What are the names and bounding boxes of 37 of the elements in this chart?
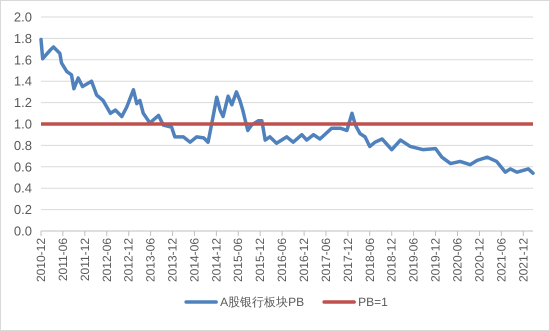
- y-tick-label: 0.6: [14, 159, 32, 174]
- x-tick-label: 2019-12: [428, 238, 443, 282]
- line-series: [39, 38, 535, 175]
- x-tick-label: 2012-12: [122, 238, 136, 282]
- y-tick-label: 1.8: [14, 30, 32, 46]
- y-tick-label: 1.6: [14, 52, 32, 68]
- x-tick-label: 2017-12: [340, 238, 355, 282]
- x-tick-label: 2018-12: [384, 238, 399, 282]
- x-tick-label: 2011-12: [78, 238, 92, 282]
- x-tick-label: 2015-06: [231, 238, 246, 282]
- x-tick-label: 2021-06: [494, 238, 508, 282]
- x-tick-label: 2014-06: [187, 238, 202, 282]
- legend-label: A股银行板块PB: [220, 295, 304, 309]
- y-tick-label: 0.0: [14, 224, 32, 238]
- y-tick-label: 1.4: [14, 74, 32, 89]
- y-tick-label: 0.4: [14, 180, 32, 196]
- legend-label: PB=1: [358, 295, 388, 309]
- y-tick-label: 1.0: [14, 116, 32, 132]
- x-tick-label: 2013-06: [144, 238, 158, 282]
- x-tick-label: 2020-12: [472, 238, 486, 282]
- x-tick-label: 2019-06: [406, 238, 421, 282]
- x-tick-label: 2018-06: [362, 238, 377, 282]
- x-tick-label: 2010-12: [34, 238, 48, 282]
- x-tick-label: 2017-06: [318, 238, 333, 282]
- y-tick-label: 1.2: [14, 95, 32, 110]
- x-tick-label: 2014-12: [209, 238, 224, 282]
- x-tick-label: 2021-12: [516, 238, 530, 282]
- x-tick-label: 2015-12: [253, 238, 268, 282]
- x-tick-label: 2011-06: [56, 238, 70, 282]
- y-tick-label: 0.8: [14, 138, 32, 153]
- x-tick-label: 2020-06: [450, 238, 464, 282]
- y-tick-label: 2.0: [14, 10, 32, 24]
- x-tick-label: 2016-12: [297, 238, 312, 282]
- y-tick-label: 0.2: [14, 202, 32, 218]
- x-tick-label: 2013-12: [166, 238, 180, 282]
- x-tick-label: 2016-06: [275, 238, 290, 282]
- x-tick-label: 2012-06: [100, 238, 114, 282]
